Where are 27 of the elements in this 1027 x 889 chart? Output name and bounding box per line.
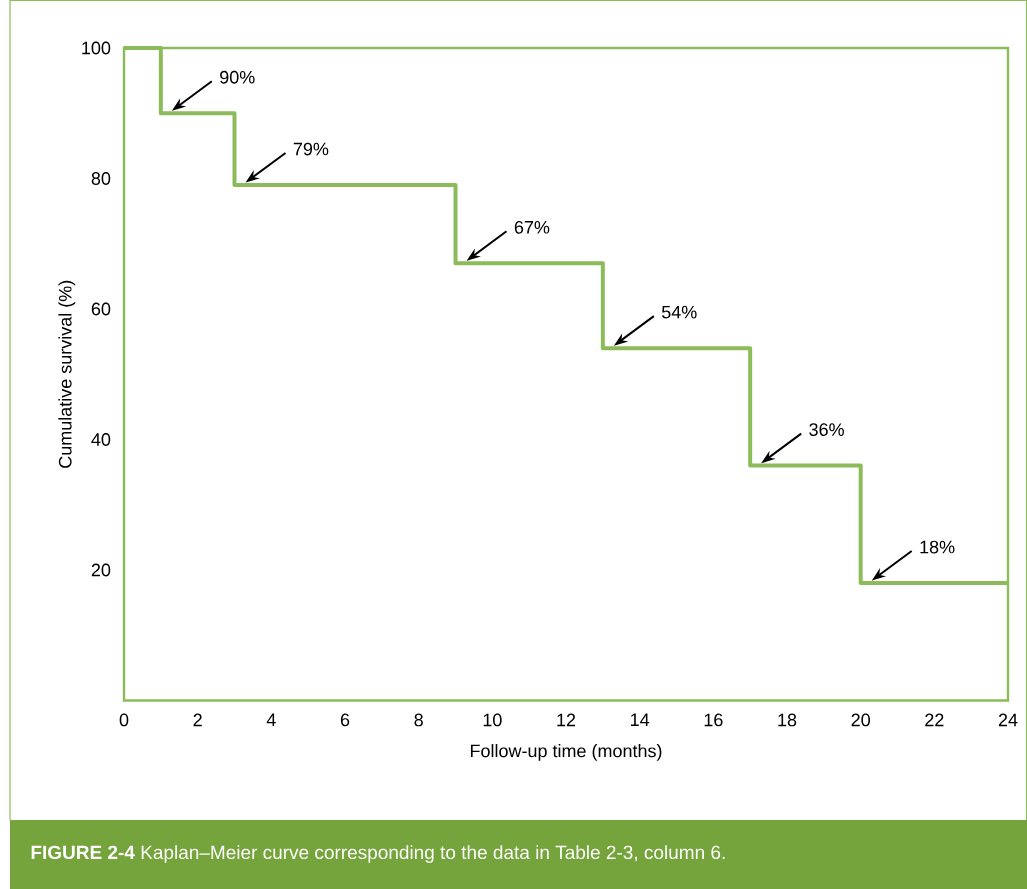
y-axis-title: Cumulative survival (%) <box>58 280 76 468</box>
text: FIGURE 2-4 Kaplan–Meier curve corresponding to the data in Table 2-3, column 6. <box>31 845 725 863</box>
x-tick-label: 16 <box>704 713 723 727</box>
annotation: 18% <box>920 540 955 554</box>
annotation: 36% <box>809 423 844 436</box>
x-tick-label: 22 <box>925 713 944 727</box>
y-tick-label: 20 <box>91 563 111 577</box>
x-tick-label: 10 <box>483 713 502 727</box>
x-tick-label: 12 <box>557 713 576 727</box>
x-tick-label: 18 <box>778 713 797 727</box>
x-tick-label: 14 <box>631 713 650 726</box>
annotation: 79% <box>293 142 329 156</box>
x-tick-label: 20 <box>851 713 870 727</box>
y-tick-label: 100 <box>82 41 111 55</box>
annotation: 67% <box>514 220 550 234</box>
x-axis-title: Follow-up time (months) <box>470 744 662 761</box>
x-tick-label: 6 <box>340 713 350 727</box>
annotation: 54% <box>661 305 697 319</box>
y-tick-label: 60 <box>91 302 111 316</box>
x-tick-label: 0 <box>119 713 129 727</box>
x-tick-label: 8 <box>414 713 423 727</box>
y-tick-label: 40 <box>91 433 111 446</box>
x-tick-label: 2 <box>193 713 202 727</box>
x-tick-label: 4 <box>266 713 276 726</box>
x-tick-label: 24 <box>998 713 1018 727</box>
annotation: 90% <box>220 70 255 84</box>
y-tick-label: 80 <box>91 172 111 185</box>
